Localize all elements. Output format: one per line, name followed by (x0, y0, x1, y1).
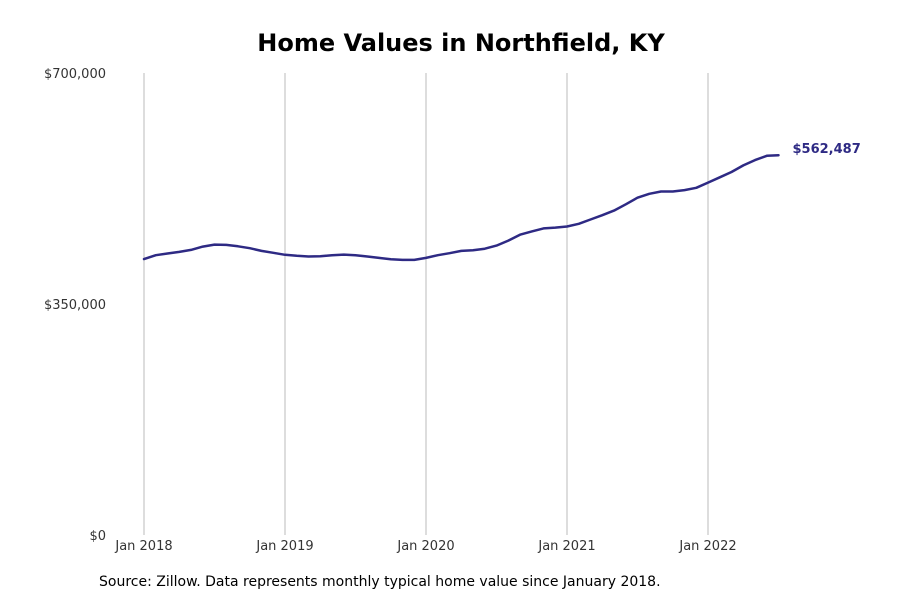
x-tick-label: Jan 2021 (537, 539, 595, 554)
x-tick-label: Jan 2022 (678, 539, 736, 554)
x-axis-tick-labels: Jan 2018 Jan 2019 Jan 2020 Jan 2021 Jan 2022 (114, 539, 736, 554)
y-axis-tick-labels: $0 $350,000 $700,000 (44, 67, 106, 544)
y-tick-label: $0 (89, 529, 106, 544)
x-tick-label: Jan 2020 (396, 539, 454, 554)
x-tick-label: Jan 2019 (255, 539, 313, 554)
x-tick-label: Jan 2018 (114, 539, 172, 554)
x-gridlines (143, 73, 709, 535)
chart-title: Home Values in Northfield, KY (257, 29, 665, 57)
y-tick-label: $350,000 (44, 298, 106, 313)
series-line (142, 153, 780, 262)
y-tick-label: $700,000 (44, 67, 106, 82)
source-footnote: Source: Zillow. Data represents monthly … (99, 574, 661, 590)
series-layer: $562,487 (142, 142, 861, 262)
end-value-label: $562,487 (793, 142, 861, 157)
